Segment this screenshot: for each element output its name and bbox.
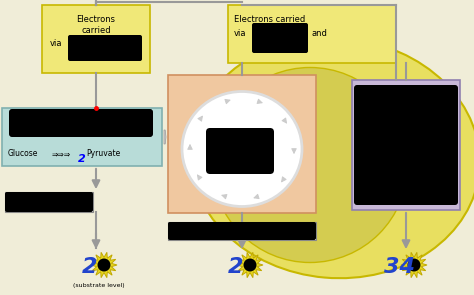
Ellipse shape [190, 38, 474, 278]
FancyBboxPatch shape [168, 222, 316, 240]
Text: 2: 2 [78, 154, 86, 164]
Text: Pyruvate: Pyruvate [86, 150, 120, 158]
Text: via: via [234, 29, 246, 38]
Text: via: via [50, 39, 63, 48]
Circle shape [244, 258, 256, 271]
Text: (substrate level): (substrate level) [73, 283, 125, 288]
Text: Glucose: Glucose [8, 150, 38, 158]
Text: 2: 2 [82, 257, 98, 277]
Polygon shape [401, 252, 427, 278]
FancyBboxPatch shape [354, 85, 458, 205]
FancyBboxPatch shape [168, 222, 316, 240]
FancyBboxPatch shape [228, 5, 396, 63]
FancyBboxPatch shape [5, 192, 93, 212]
Text: ⇒⇒⇒: ⇒⇒⇒ [52, 150, 71, 158]
FancyArrow shape [164, 130, 166, 144]
Polygon shape [237, 252, 263, 278]
FancyBboxPatch shape [168, 75, 316, 213]
Ellipse shape [212, 68, 408, 263]
FancyBboxPatch shape [42, 5, 150, 73]
Text: and: and [312, 29, 328, 38]
Text: Electrons: Electrons [76, 15, 116, 24]
Circle shape [408, 258, 420, 271]
FancyBboxPatch shape [68, 35, 142, 61]
FancyBboxPatch shape [5, 192, 93, 212]
Text: 2: 2 [228, 257, 244, 277]
FancyBboxPatch shape [252, 23, 308, 53]
FancyBboxPatch shape [206, 128, 274, 174]
FancyBboxPatch shape [352, 80, 460, 210]
Polygon shape [91, 252, 117, 278]
Text: carried: carried [81, 26, 111, 35]
FancyBboxPatch shape [9, 109, 153, 137]
Text: 34: 34 [384, 257, 415, 277]
Text: Electrons carried: Electrons carried [234, 15, 305, 24]
Circle shape [98, 258, 110, 271]
Ellipse shape [182, 91, 302, 206]
FancyBboxPatch shape [2, 108, 162, 166]
